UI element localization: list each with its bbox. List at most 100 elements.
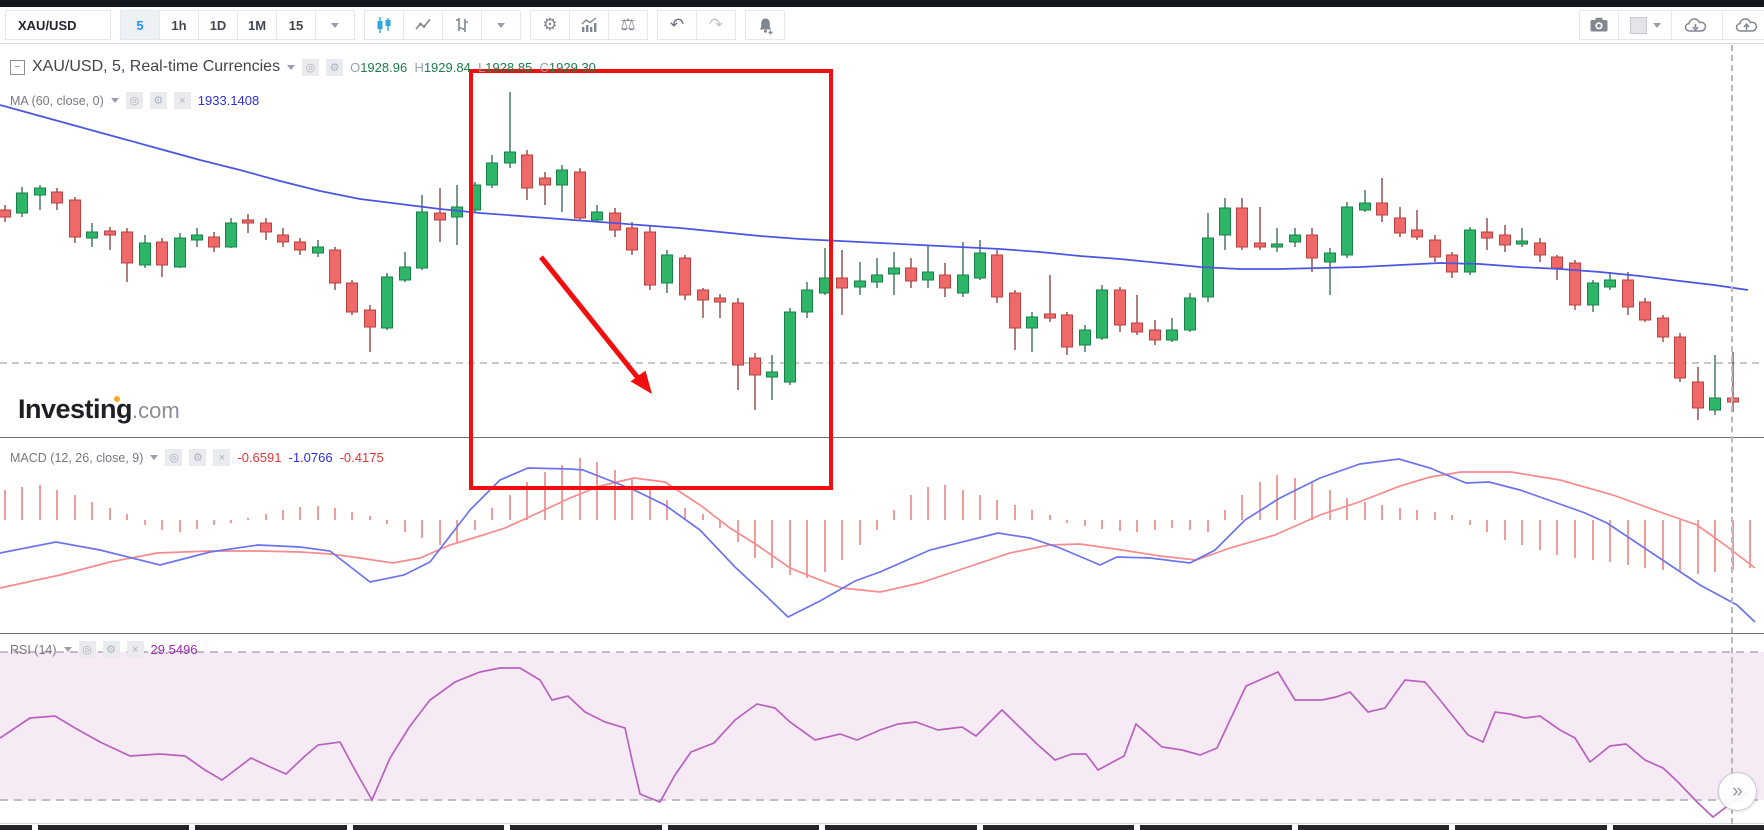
macd-signal-value: -1.0766 [288,450,333,465]
ohlc-values: O1928.96 H1929.84 L1928.85 C1929.30 [350,60,596,75]
rsi-label[interactable]: RSI (14) [10,642,57,657]
symbol-group: XAU/USD [5,10,111,40]
time-axis-segment [1455,825,1607,830]
timeframe-1h[interactable]: 1h [159,10,199,40]
indicators-button[interactable] [569,10,609,40]
redo-button[interactable]: ↷ [696,10,736,40]
macd-value: -0.6591 [237,450,282,465]
caret-down-icon [331,22,339,28]
cloud-download-icon [1684,17,1707,32]
gear-icon[interactable]: ⚙ [149,92,167,109]
ma-value: 1933.1408 [197,93,260,108]
time-axis-segment [0,825,32,830]
close-label: C [539,59,549,75]
eye-icon[interactable]: ◎ [165,449,183,466]
time-axis-segment [352,825,504,830]
gear-icon[interactable]: ⚙ [102,641,120,658]
time-axis-segment [982,825,1134,830]
time-axis-segment [825,825,977,830]
high-value: 1929.84 [423,59,471,75]
line-chart-button[interactable] [403,10,443,40]
time-axis-segment [667,825,819,830]
rsi-pane[interactable] [0,633,1764,830]
cloud-upload-icon [1735,17,1758,32]
toolbar-right [1579,10,1764,40]
rsi-legend: RSI (14) ◎ ⚙ × 29.5496 [10,641,198,658]
macd-pane[interactable] [0,437,1764,633]
chart-area: − XAU/USD, 5, Real-time Currencies ◎ ⚙ O… [0,45,1764,830]
timeframe-1m[interactable]: 1M [237,10,277,40]
candlestick-chart-button[interactable] [364,10,404,40]
main-legend: − XAU/USD, 5, Real-time Currencies ◎ ⚙ O… [10,58,596,76]
low-label: L [478,59,486,75]
timeframe-15[interactable]: 15 [276,10,316,40]
high-label: H [414,59,424,75]
timeframe-1d[interactable]: 1D [198,10,238,40]
gear-icon[interactable]: ⚙ [326,58,344,76]
main-price-pane[interactable] [0,45,1764,437]
snapshot-button[interactable] [1579,10,1619,40]
logo-name: Investing [18,394,133,424]
logo-orange-dot-icon [114,396,120,402]
scroll-to-recent-button[interactable]: » [1718,772,1757,811]
time-axis-segment [1612,825,1764,830]
bar-style-icon [456,18,468,32]
scales-icon: ⚖ [620,15,636,34]
close-value: 1929.30 [548,59,596,75]
time-axis-strip[interactable] [0,823,1764,830]
macd-hist-value: -0.4175 [339,450,384,465]
caret-down-icon[interactable] [110,98,119,103]
caret-down-icon[interactable] [287,64,296,70]
background-style-button[interactable] [1618,10,1672,40]
redo-icon: ↷ [708,15,724,34]
eye-icon[interactable]: ◎ [302,58,320,76]
chevrons-right-icon: » [1732,780,1743,802]
save-layout-button[interactable] [1722,10,1764,40]
symbol-button[interactable]: XAU/USD [5,10,111,40]
open-value: 1928.96 [360,59,408,75]
history-group: ↶ ↷ [657,10,736,40]
settings-button[interactable]: ⚙ [530,10,570,40]
rsi-value: 29.5496 [150,642,198,657]
tools-group: ⚙ ⚖ [530,10,648,40]
time-axis-segment [1297,825,1449,830]
undo-icon: ↶ [669,15,685,34]
caret-down-icon [497,22,505,28]
time-axis-segment [37,825,189,830]
eye-icon[interactable]: ◎ [125,92,143,109]
ma-label[interactable]: MA (60, close, 0) [10,93,104,108]
undo-button[interactable]: ↶ [657,10,697,40]
caret-down-icon[interactable] [63,647,72,652]
alert-add-icon [759,18,772,34]
add-alert-button[interactable] [745,10,785,40]
close-icon[interactable]: × [126,641,144,658]
indicators-icon [581,17,596,32]
gear-icon: ⚙ [542,15,558,34]
collapse-icon[interactable]: − [10,59,25,75]
alert-group [745,10,785,40]
compare-scales-button[interactable]: ⚖ [608,10,648,40]
chart-toolbar: XAU/USD 5 1h 1D 1M 15 [0,7,1764,44]
eye-icon[interactable]: ◎ [78,641,96,658]
timeframe-5[interactable]: 5 [120,10,160,40]
chart-title[interactable]: XAU/USD, 5, Real-time Currencies [32,58,281,75]
load-layout-button[interactable] [1671,10,1723,40]
crosshair-vertical-line [1731,45,1733,824]
timeframe-caret-button[interactable] [315,10,355,40]
chart-style-caret-button[interactable] [481,10,521,40]
macd-label[interactable]: MACD (12, 26, close, 9) [10,450,144,465]
logo-tld: .com [132,398,180,423]
time-axis-segment [195,825,347,830]
line-chart-icon [415,18,431,30]
bar-style-button[interactable] [442,10,482,40]
close-icon[interactable]: × [173,92,191,109]
time-axis-segment [1140,825,1292,830]
gear-icon[interactable]: ⚙ [189,449,207,466]
close-icon[interactable]: × [213,449,231,466]
time-axis-segment [510,825,662,830]
timeframe-group: 5 1h 1D 1M 15 [120,10,355,40]
ma-legend: MA (60, close, 0) ◎ ⚙ × 1933.1408 [10,92,259,109]
candlestick-chart-icon [377,17,391,33]
caret-down-icon[interactable] [150,455,159,460]
